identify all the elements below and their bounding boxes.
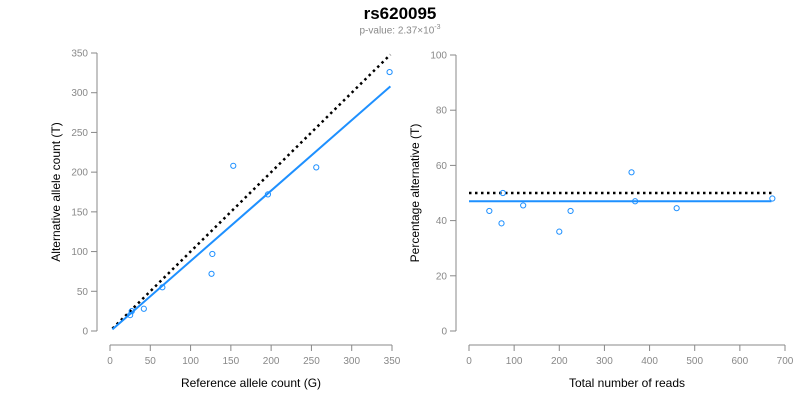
- reference-line: [111, 53, 392, 330]
- subtitle-exponent: -3: [434, 24, 441, 31]
- y-tick-label: 200: [71, 168, 88, 179]
- data-point: [208, 270, 215, 277]
- x-tick-label: 400: [641, 356, 658, 367]
- data-point: [486, 207, 493, 215]
- y-tick-label: 100: [71, 247, 88, 258]
- x-tick-label: 150: [223, 356, 240, 367]
- y-axis-label: Percentage alternative (T): [408, 124, 422, 263]
- y-tick-label: 60: [436, 161, 448, 172]
- chart-title: rs620095: [363, 4, 437, 23]
- data-point: [567, 207, 574, 215]
- x-tick-label: 250: [303, 356, 320, 367]
- data-point: [140, 305, 147, 312]
- data-point: [230, 162, 237, 169]
- x-tick-label: 100: [506, 356, 523, 367]
- x-tick-label: 350: [384, 356, 400, 367]
- data-point: [769, 195, 776, 202]
- fit-line: [111, 85, 392, 331]
- y-tick-label: 80: [436, 106, 448, 117]
- y-tick-label: 250: [71, 128, 88, 139]
- x-tick-label: 300: [596, 356, 613, 367]
- data-point: [386, 68, 393, 76]
- data-point: [632, 198, 639, 205]
- data-point: [628, 169, 635, 176]
- x-tick-label: 200: [551, 356, 568, 367]
- x-axis-label: Reference allele count (G): [181, 376, 321, 390]
- x-tick-label: 0: [107, 356, 113, 367]
- data-point: [313, 164, 320, 171]
- y-axis-label: Alternative allele count (T): [49, 122, 63, 261]
- subtitle-text: p-value: 2.37×10: [359, 25, 435, 37]
- y-tick-label: 40: [436, 216, 448, 227]
- chart-subtitle: p-value: 2.37×10-3: [0, 24, 800, 36]
- data-point: [673, 205, 680, 212]
- data-point: [556, 228, 563, 235]
- x-tick-label: 50: [145, 356, 157, 367]
- x-tick-label: 0: [466, 356, 472, 367]
- y-tick-label: 150: [71, 207, 88, 218]
- y-tick-label: 100: [430, 51, 447, 62]
- left-scatter-plot: 0 50 100 150 200 250 300 350 Reference allele co…: [49, 49, 400, 391]
- data-point: [128, 308, 135, 315]
- data-point: [520, 202, 527, 209]
- y-tick-label: 0: [441, 327, 447, 338]
- data-point: [159, 284, 166, 291]
- data-point: [498, 220, 505, 227]
- data-point: [264, 191, 272, 198]
- data-point: [209, 250, 216, 258]
- x-tick-label: 300: [343, 356, 360, 367]
- y-tick-label: 0: [82, 327, 88, 338]
- data-point: [127, 312, 134, 319]
- x-axis-label: Total number of reads: [569, 376, 685, 390]
- y-tick-label: 50: [77, 287, 89, 298]
- x-tick-label: 600: [732, 356, 749, 367]
- data-point: [499, 189, 506, 197]
- y-tick-label: 350: [71, 49, 88, 60]
- y-tick-label: 20: [436, 271, 448, 282]
- x-tick-label: 100: [182, 356, 199, 367]
- x-tick-label: 700: [777, 356, 794, 367]
- x-tick-label: 200: [263, 356, 280, 367]
- x-tick-label: 500: [686, 356, 703, 367]
- y-tick-label: 300: [71, 88, 88, 99]
